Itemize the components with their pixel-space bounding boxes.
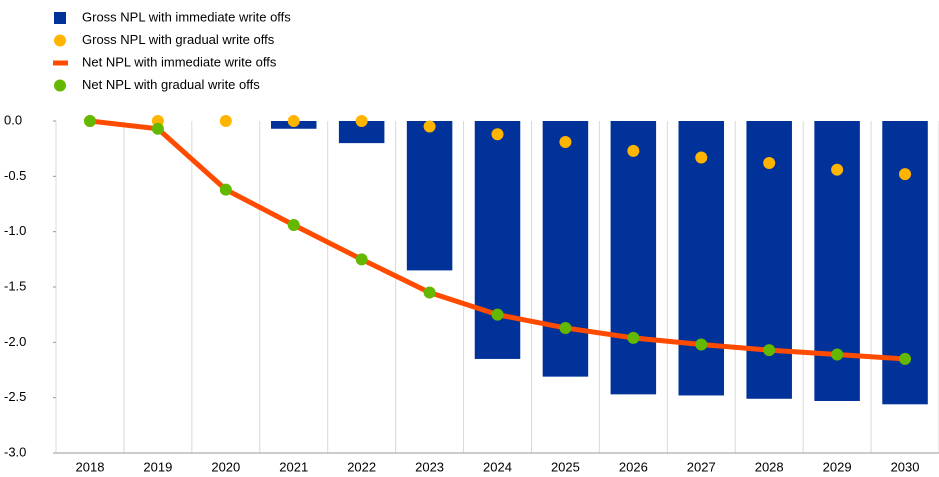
x-tick-label: 2024 <box>483 459 512 474</box>
marker <box>355 253 368 266</box>
marker <box>627 144 640 157</box>
bar <box>542 121 589 377</box>
marker <box>899 352 912 365</box>
x-tick-label: 2018 <box>76 459 105 474</box>
bar <box>610 121 657 395</box>
legend-swatch <box>53 60 68 66</box>
marker <box>763 157 776 170</box>
legend-label: Gross NPL with gradual write offs <box>82 32 275 47</box>
marker <box>491 308 504 321</box>
y-tick-label: -1.5 <box>4 278 26 293</box>
marker <box>219 115 232 127</box>
marker <box>287 115 300 127</box>
x-tick-label: 2023 <box>415 459 444 474</box>
marker <box>219 183 232 196</box>
y-tick-label: -3.0 <box>4 444 26 459</box>
marker <box>695 338 708 351</box>
x-tick-label: 2028 <box>755 459 784 474</box>
marker <box>355 115 368 127</box>
x-tick-label: 2027 <box>687 459 716 474</box>
y-tick-label: 0.0 <box>4 112 22 127</box>
marker <box>423 286 436 299</box>
marker <box>423 120 436 133</box>
marker <box>899 168 912 181</box>
legend-swatch <box>54 12 66 24</box>
y-tick-label: -2.5 <box>4 389 26 404</box>
legend-swatch <box>54 79 66 92</box>
legend-swatch <box>54 34 66 47</box>
x-tick-label: 2025 <box>551 459 580 474</box>
marker <box>627 331 640 344</box>
bar <box>474 121 521 359</box>
marker <box>763 344 776 357</box>
legend-label: Gross NPL with immediate write offs <box>82 9 291 24</box>
marker <box>287 219 300 232</box>
x-tick-label: 2030 <box>891 459 920 474</box>
x-tick-label: 2022 <box>347 459 376 474</box>
marker <box>559 136 572 149</box>
y-tick-label: -1.0 <box>4 223 26 238</box>
x-tick-label: 2026 <box>619 459 648 474</box>
legend-label: Net NPL with gradual write offs <box>82 77 260 92</box>
y-tick-label: -2.0 <box>4 334 26 349</box>
marker <box>491 128 504 141</box>
marker <box>151 122 164 135</box>
marker <box>695 151 708 164</box>
marker <box>831 163 844 176</box>
x-tick-label: 2020 <box>211 459 240 474</box>
marker <box>559 321 572 334</box>
x-tick-label: 2029 <box>823 459 852 474</box>
marker <box>831 348 844 361</box>
bar <box>338 121 385 144</box>
marker <box>83 115 96 127</box>
x-tick-label: 2019 <box>143 459 172 474</box>
legend-label: Net NPL with immediate write offs <box>82 54 277 69</box>
y-tick-label: -0.5 <box>4 168 26 183</box>
bar <box>406 121 453 271</box>
x-tick-label: 2021 <box>279 459 308 474</box>
